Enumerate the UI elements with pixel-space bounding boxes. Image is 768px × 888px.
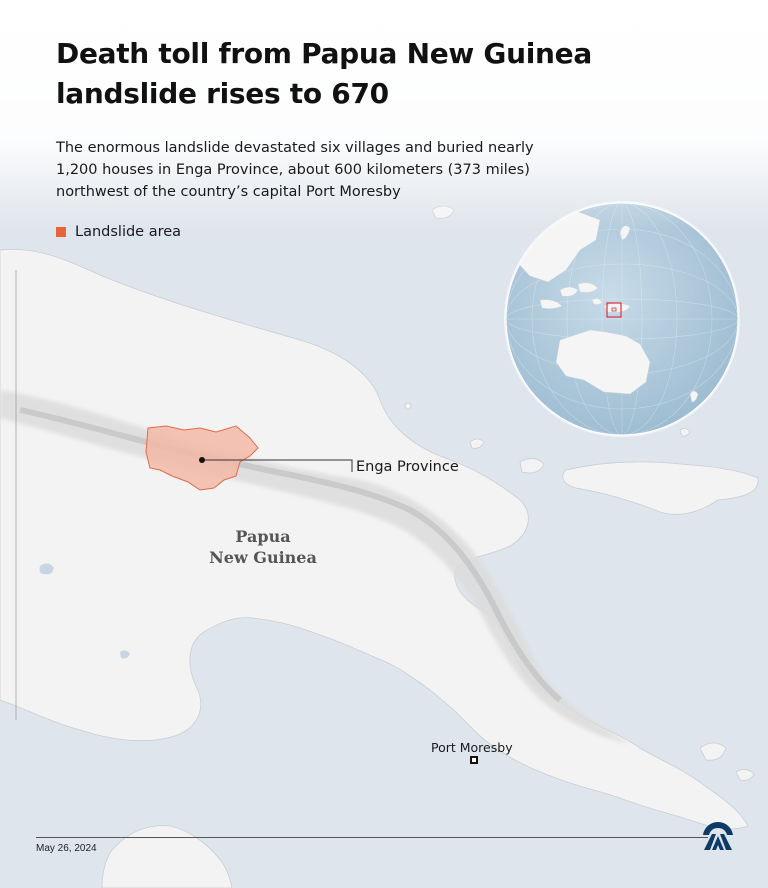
province-label: Enga Province — [356, 459, 459, 475]
leader-dot-icon — [199, 457, 205, 463]
title-line: landslide rises to 670 — [56, 77, 389, 110]
island — [404, 402, 412, 410]
island — [735, 769, 755, 781]
header-fade — [0, 0, 768, 230]
country-label-line: New Guinea — [209, 548, 317, 567]
subtitle-line: 1,200 houses in Enga Province, about 600… — [56, 162, 530, 178]
title-line: Death toll from Papua New Guinea — [56, 37, 592, 70]
lake — [120, 650, 130, 659]
island — [679, 428, 691, 437]
date-label: May 26, 2024 — [36, 843, 97, 854]
new-guinea-landmass — [0, 248, 749, 830]
subtitle-line: northwest of the country’s capital Port … — [56, 184, 401, 200]
legend: Landslide area — [56, 224, 181, 240]
new-britain-island — [562, 461, 759, 515]
footer-divider — [36, 837, 708, 838]
lake — [39, 563, 54, 575]
leader-line — [202, 459, 353, 472]
anadolu-agency-logo-icon — [703, 822, 733, 850]
page-title: Death toll from Papua New Guinea landsli… — [56, 34, 656, 114]
globe-locator-box — [606, 302, 622, 318]
subtitle-line: The enormous landslide devastated six vi… — [56, 140, 534, 156]
country-label: Papua New Guinea — [208, 526, 318, 568]
subtitle: The enormous landslide devastated six vi… — [56, 137, 576, 203]
island — [519, 458, 545, 474]
legend-label: Landslide area — [75, 224, 182, 240]
legend-swatch — [56, 227, 66, 237]
island — [699, 742, 727, 761]
australia-landmass — [101, 825, 233, 888]
highlands-relief — [0, 390, 630, 744]
island — [469, 438, 485, 449]
inset-globe-icon — [504, 201, 740, 437]
highlands-relief-ridge — [19, 407, 562, 703]
capital-label: Port Moresby — [431, 740, 513, 755]
country-label-line: Papua — [235, 527, 291, 546]
